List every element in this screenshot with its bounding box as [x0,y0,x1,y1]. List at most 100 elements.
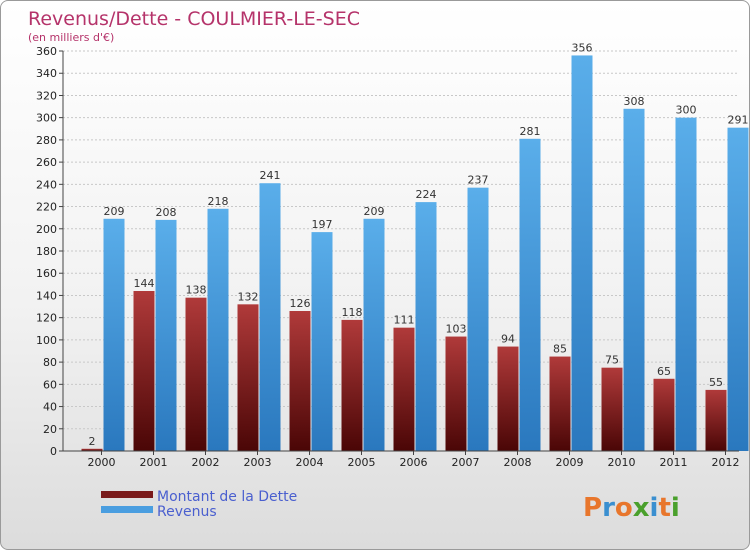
y-tick-label: 180 [36,245,57,258]
x-tick-label-2005: 2005 [348,456,376,469]
proxiti-letter: r [602,493,615,523]
label-revenus-2001: 208 [156,206,177,219]
bar-dette-2002 [185,297,207,451]
label-revenus-2011: 300 [676,104,697,117]
bar-revenus-2004 [311,232,333,451]
y-tick-label: 0 [50,445,57,458]
bar-dette-2007 [445,336,467,451]
x-tick-label-2002: 2002 [192,456,220,469]
x-tick-label-2011: 2011 [660,456,688,469]
bar-dette-2001 [133,291,155,451]
y-tick-label: 160 [36,267,57,280]
y-tick-label: 40 [43,401,57,414]
x-tick-label-2000: 2000 [88,456,116,469]
x-tick-label-2012: 2012 [712,456,740,469]
bar-dette-2003 [237,304,259,451]
proxiti-letter: o [615,493,633,523]
bar-dette-2000 [81,448,103,451]
legend-label-0: Montant de la Dette [157,489,297,505]
y-tick-label: 60 [43,378,57,391]
label-revenus-2009: 356 [572,41,593,54]
label-dette-2008: 94 [501,333,515,346]
label-dette-2001: 144 [134,277,155,290]
y-tick-label: 240 [36,178,57,191]
x-tick-label-2004: 2004 [296,456,324,469]
bars: 2 209 144 208 138 218 132 241 126 197 118 209 111 224… [81,41,749,452]
label-revenus-2000: 209 [104,205,125,218]
y-tick-label: 80 [43,356,57,369]
label-revenus-2006: 224 [416,188,437,201]
x-tick-label-2010: 2010 [608,456,636,469]
x-tick-label-2009: 2009 [556,456,584,469]
y-tick-label: 300 [36,112,57,125]
axes: 0 20 40 60 80 100 120 140 160 180 200 220 240 260 280 3… [36,45,740,469]
label-dette-2003: 132 [238,290,259,303]
chart-title: Revenus/Dette - COULMIER-LE-SEC [28,8,360,30]
label-revenus-2012: 291 [728,114,749,127]
proxiti-wordmark: Proxiti [583,493,680,523]
proxiti-letter: x [633,493,650,523]
y-tick-label: 20 [43,423,57,436]
bar-dette-2008 [497,346,519,451]
bar-revenus-2002 [207,208,229,451]
label-revenus-2005: 209 [364,205,385,218]
bar-revenus-2003 [259,183,281,451]
label-revenus-2010: 308 [624,95,645,108]
y-tick-label: 200 [36,223,57,236]
proxiti-logo: Proxiti [583,493,680,523]
y-tick-label: 320 [36,89,57,102]
bar-revenus-2008 [519,138,541,451]
y-tick-label: 100 [36,334,57,347]
label-dette-2012: 55 [709,376,723,389]
proxiti-letter: i [671,493,680,523]
bar-revenus-2001 [155,219,177,451]
bar-revenus-2007 [467,187,489,451]
y-tick-label: 140 [36,289,57,302]
proxiti-letter: i [650,493,659,523]
y-tick-label: 340 [36,67,57,80]
y-tick-label: 280 [36,134,57,147]
bar-revenus-2010 [623,108,645,452]
label-dette-2006: 111 [394,314,415,327]
bar-revenus-2000 [103,218,125,451]
label-revenus-2004: 197 [312,218,333,231]
bar-dette-2011 [653,378,675,451]
x-tick-label-2008: 2008 [504,456,532,469]
label-dette-2007: 103 [446,323,467,336]
label-dette-2004: 126 [290,297,311,310]
bar-dette-2010 [601,367,623,451]
x-tick-label-2007: 2007 [452,456,480,469]
legend-swatch-1 [101,506,153,513]
y-tick-label: 360 [36,45,57,58]
y-tick-label: 260 [36,156,57,169]
bar-revenus-2012 [727,127,749,452]
proxiti-letter: P [583,493,602,523]
legend-label-1: Revenus [157,504,217,520]
label-dette-2005: 118 [342,306,363,319]
label-dette-2002: 138 [186,284,207,297]
label-revenus-2008: 281 [520,125,541,138]
proxiti-letter: t [658,493,670,523]
label-dette-2000: 2 [89,435,96,448]
x-tick-label-2003: 2003 [244,456,272,469]
label-dette-2009: 85 [553,343,567,356]
bar-dette-2004 [289,311,311,451]
y-tick-label: 220 [36,201,57,214]
bar-dette-2009 [549,356,571,451]
label-revenus-2002: 218 [208,195,229,208]
x-tick-label-2006: 2006 [400,456,428,469]
legend-swatch-0 [101,491,153,498]
bar-dette-2005 [341,319,363,451]
bar-dette-2006 [393,327,415,451]
bar-revenus-2006 [415,202,437,451]
label-dette-2010: 75 [605,354,619,367]
bar-revenus-2005 [363,218,385,451]
bar-revenus-2009 [571,55,593,451]
label-revenus-2003: 241 [260,169,281,182]
y-tick-label: 120 [36,312,57,325]
chart-subtitle: (en milliers d'€) [28,31,114,44]
label-dette-2011: 65 [657,365,671,378]
